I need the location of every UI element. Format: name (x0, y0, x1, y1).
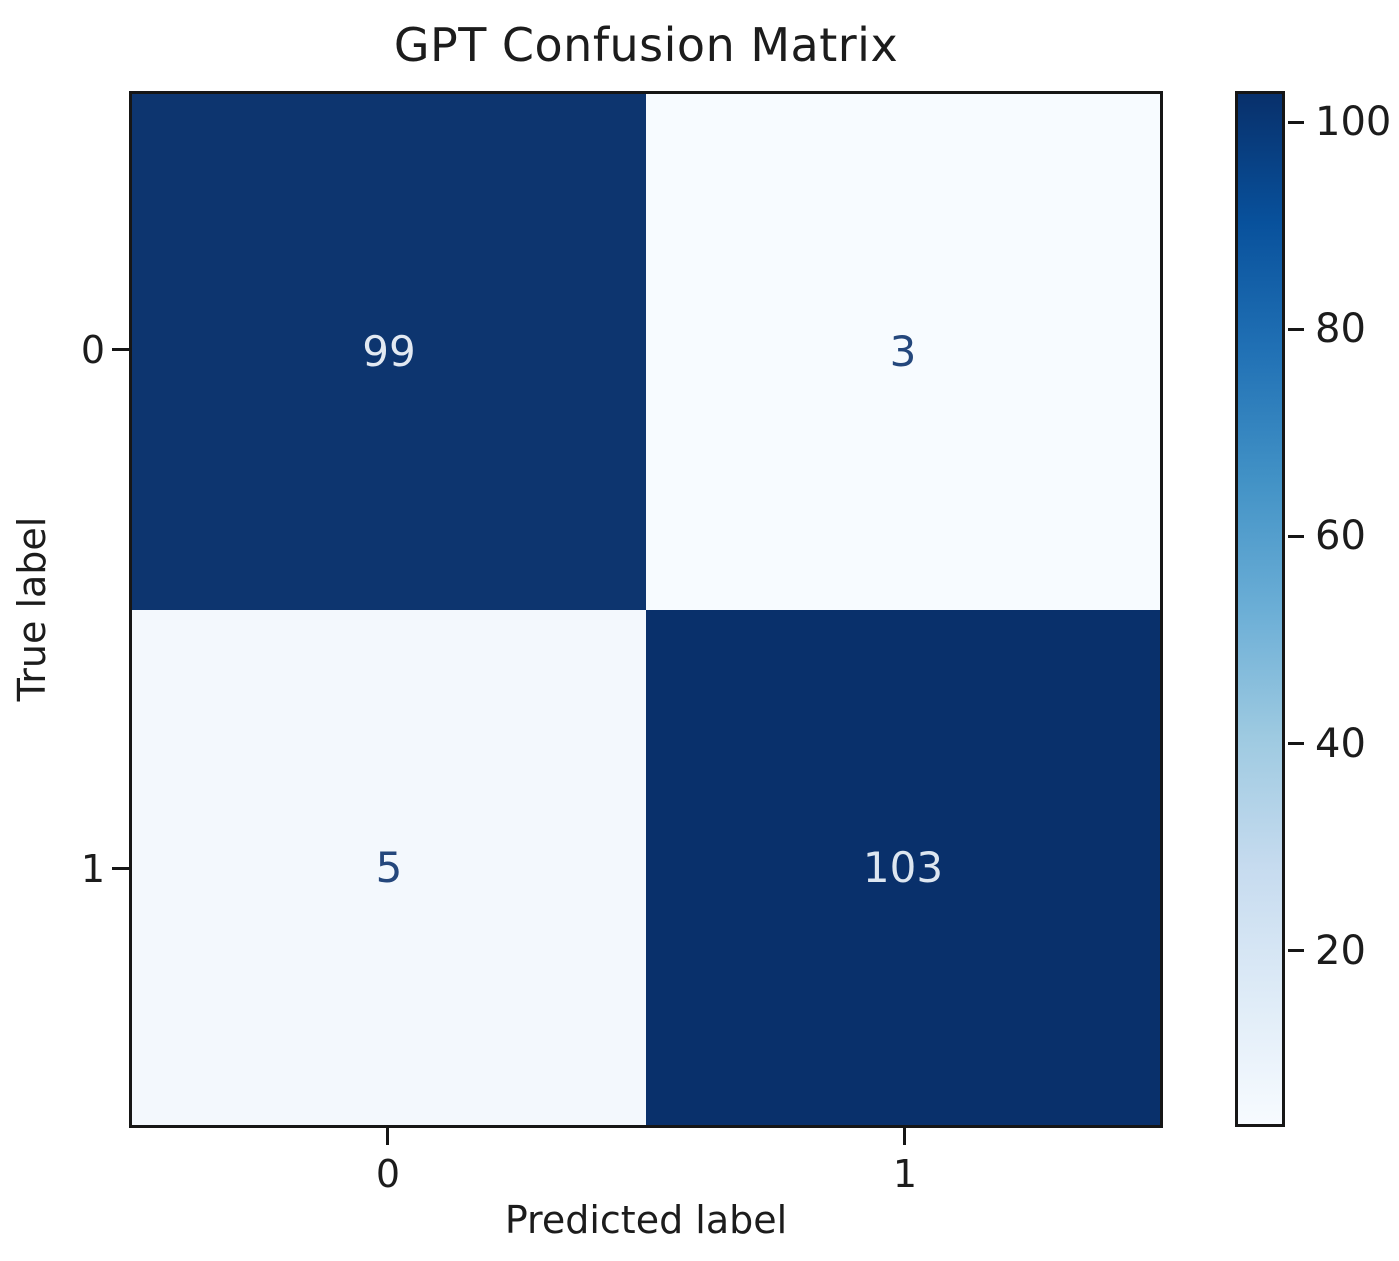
cell-true0-pred1: 3 (646, 94, 1160, 610)
colorbar-tick-mark (1288, 534, 1304, 538)
cell-true1-pred1: 103 (646, 609, 1160, 1125)
colorbar-tick-label: 60 (1315, 513, 1366, 560)
colorbar-tick-label: 80 (1315, 306, 1366, 353)
y-axis-label: True label (10, 516, 54, 702)
colorbar-tick-label: 40 (1315, 720, 1366, 767)
colorbar-tick-mark (1288, 949, 1304, 953)
y-tick-mark-1 (112, 867, 129, 870)
y-tick-label-0: 0 (80, 328, 105, 372)
cell-true0-pred0: 99 (132, 94, 646, 610)
x-tick-mark-0 (386, 1128, 389, 1145)
y-tick-label-1: 1 (80, 847, 105, 891)
x-tick-mark-1 (903, 1128, 906, 1145)
colorbar-tick-mark (1288, 742, 1304, 746)
x-tick-label-0: 0 (375, 1152, 401, 1196)
colorbar-ticks: 100 80 60 40 20 (1285, 91, 1399, 1127)
y-tick-mark-0 (112, 348, 129, 351)
cell-true1-pred0: 5 (132, 609, 646, 1125)
colorbar-tick-mark (1288, 120, 1304, 124)
colorbar-tick-label: 100 (1315, 99, 1392, 146)
colorbar-tick-label: 20 (1315, 927, 1366, 974)
x-tick-label-1: 1 (892, 1152, 918, 1196)
chart-title: GPT Confusion Matrix (393, 18, 899, 72)
x-axis-label: Predicted label (504, 1198, 788, 1242)
heatmap-grid: 99 3 5 103 (129, 91, 1163, 1128)
colorbar-tick-mark (1288, 327, 1304, 331)
colorbar-gradient (1235, 91, 1285, 1127)
